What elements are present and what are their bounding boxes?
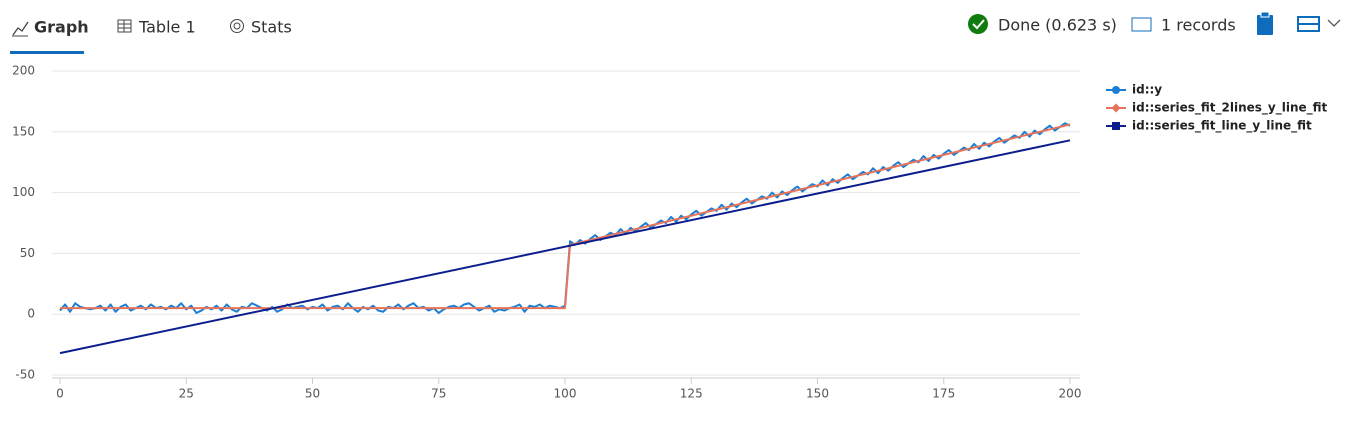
y-tick-label: 100 [12,185,35,199]
clipboard-clip [1260,11,1270,18]
active-tab-underline [10,51,84,54]
y-tick-label: 150 [12,124,35,138]
chart: -50 0 50 100 150 200 0 25 50 75 100 125 150 175 200 id:… [12,64,1327,401]
series-line [59,122,1071,314]
status-done: Done (0.623 s) [998,16,1117,35]
stats-icon [230,19,244,33]
y-tick-label: 200 [12,64,35,78]
records-icon [1131,17,1152,32]
tab-table[interactable]: Table 1 [117,18,196,37]
legend-label: id::series_fit_2lines_y_line_fit [1132,101,1328,116]
tab-label: Graph [34,18,89,37]
tab-label: Table 1 [138,18,196,37]
legend-marker [1111,103,1121,113]
layout-menu[interactable] [1297,16,1341,32]
x-tick-label: 25 [179,387,194,401]
x-tick-label: 75 [431,387,446,401]
x-tick-label: 175 [932,387,955,401]
y-tick-label: -50 [15,368,35,382]
x-tick-label: 200 [1059,387,1082,401]
legend-label: id::y [1132,83,1162,97]
done-icon [968,14,988,34]
y-tick-label: 50 [20,246,35,260]
clipboard-button[interactable] [1257,11,1273,35]
x-tick-label: 150 [806,387,829,401]
legend-marker [1112,122,1120,130]
legend-marker [1112,86,1120,94]
status-records: 1 records [1161,16,1236,35]
series-line [60,123,1071,310]
series-line [59,139,1071,355]
y-tick-label: 0 [27,307,35,321]
legend-label: id::series_fit_line_y_line_fit [1132,119,1312,134]
tab-stats[interactable]: Stats [230,18,292,37]
x-tick-label: 100 [554,387,577,401]
x-tick-label: 50 [305,387,320,401]
tab-label: Stats [251,18,292,37]
done-check [972,19,985,30]
stats-icon [233,22,241,30]
dropdown-chevron [1327,19,1341,27]
graph-icon [12,21,29,36]
tab-graph[interactable]: Graph [10,18,89,55]
x-tick-label: 0 [56,387,64,401]
clipboard-icon [1257,15,1273,35]
x-tick-label: 125 [680,387,703,401]
